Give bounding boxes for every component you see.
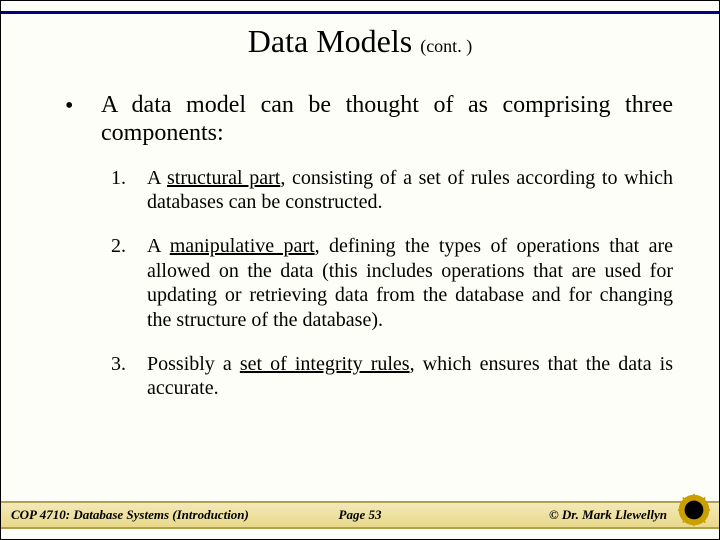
underlined-term: set of integrity rules [240,353,410,375]
item-number: 3. [111,352,147,401]
footer: COP 4710: Database Systems (Introduction… [1,501,719,529]
footer-line-bottom [1,527,719,529]
top-divider [1,11,719,14]
item-text: A structural part, consisting of a set o… [147,166,673,215]
list-item: 1.A structural part, consisting of a set… [111,166,673,215]
slide: Data Models (cont. ) • A data model can … [0,0,720,540]
numbered-list: 1.A structural part, consisting of a set… [111,166,673,401]
text-segment: Possibly a [147,353,240,375]
underlined-term: structural part [167,167,280,189]
text-segment: A [147,167,167,189]
underlined-term: manipulative part [170,235,315,257]
title-cont: (cont. ) [420,36,472,56]
footer-author: © Dr. Mark Llewellyn [549,507,667,523]
lead-bullet: • A data model can be thought of as comp… [59,91,673,148]
footer-course: COP 4710: Database Systems (Introduction… [11,507,249,523]
item-number: 2. [111,234,147,332]
bullet-icon: • [59,91,101,148]
item-number: 1. [111,166,147,215]
ucf-logo-icon [677,493,711,527]
footer-band: COP 4710: Database Systems (Introduction… [1,503,719,527]
slide-title: Data Models (cont. ) [1,23,719,60]
item-text: A manipulative part, defining the types … [147,234,673,332]
list-item: 3.Possibly a set of integrity rules, whi… [111,352,673,401]
title-main: Data Models [248,23,420,59]
list-item: 2.A manipulative part, defining the type… [111,234,673,332]
content-area: • A data model can be thought of as comp… [59,91,673,421]
text-segment: A [147,235,170,257]
lead-text: A data model can be thought of as compri… [101,91,673,148]
item-text: Possibly a set of integrity rules, which… [147,352,673,401]
